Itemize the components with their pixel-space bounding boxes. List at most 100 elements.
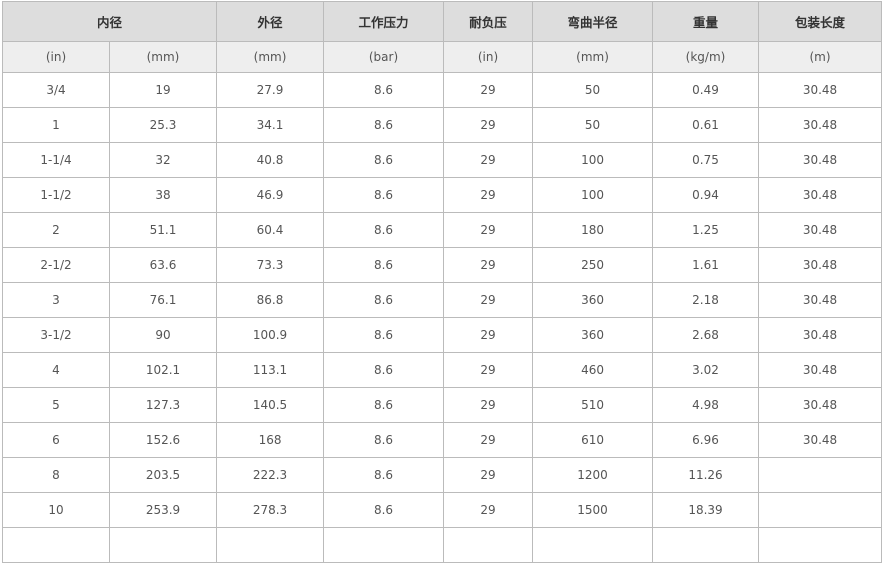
table-cell: 29 <box>443 107 534 143</box>
table-cell: 30.48 <box>758 282 883 318</box>
table-row: 2 51.1 60.4 8.6 29 180 1.25 30.48 <box>2 212 883 248</box>
table-row: 3 76.1 86.8 8.6 29 360 2.18 30.48 <box>2 282 883 318</box>
table-cell: 8.6 <box>323 387 445 423</box>
table-cell: 32 <box>108 142 218 178</box>
table-row: 1 25.3 34.1 8.6 29 50 0.61 30.48 <box>2 107 883 143</box>
header-vacuum: 耐负压 <box>443 1 534 42</box>
unit-cell: (bar) <box>323 41 445 73</box>
table-cell: 27.9 <box>216 72 325 108</box>
table-cell: 8.6 <box>323 247 445 283</box>
table-cell: 127.3 <box>108 387 218 423</box>
table-cell: 253.9 <box>108 492 218 528</box>
table-row: 8 203.5 222.3 8.6 29 1200 11.26 <box>2 457 883 493</box>
table-cell: 30.48 <box>758 422 883 458</box>
table-cell: 6.96 <box>652 422 760 458</box>
table-cell: 29 <box>443 247 534 283</box>
table-cell: 29 <box>443 177 534 213</box>
table-cell: 3/4 <box>2 72 110 108</box>
table-cell: 30.48 <box>758 317 883 353</box>
table-cell: 8.6 <box>323 142 445 178</box>
table-cell: 140.5 <box>216 387 325 423</box>
table-cell: 8.6 <box>323 72 445 108</box>
table-cell: 73.3 <box>216 247 325 283</box>
table-cell: 3-1/2 <box>2 317 110 353</box>
table-cell: 2-1/2 <box>2 247 110 283</box>
table-cell: 278.3 <box>216 492 325 528</box>
table-cell: 360 <box>532 282 654 318</box>
table-cell: 1.25 <box>652 212 760 248</box>
table-cell: 29 <box>443 72 534 108</box>
table-cell: 0.94 <box>652 177 760 213</box>
table-cell: 30.48 <box>758 72 883 108</box>
table-cell: 0.49 <box>652 72 760 108</box>
table-cell: 0.61 <box>652 107 760 143</box>
table-cell: 1.61 <box>652 247 760 283</box>
table-cell: 63.6 <box>108 247 218 283</box>
table-cell: 8.6 <box>323 177 445 213</box>
table-cell: 29 <box>443 352 534 388</box>
table-cell: 19 <box>108 72 218 108</box>
table-cell: 203.5 <box>108 457 218 493</box>
table-cell: 60.4 <box>216 212 325 248</box>
header-outer-diameter: 外径 <box>216 1 325 42</box>
unit-cell: (kg/m) <box>652 41 760 73</box>
table-cell: 152.6 <box>108 422 218 458</box>
header-row: 内径 外径 工作压力 耐负压 弯曲半径 重量 包装长度 <box>1 1 883 42</box>
table-cell: 30.48 <box>758 387 883 423</box>
table-cell: 8.6 <box>323 457 445 493</box>
table-cell: 113.1 <box>216 352 325 388</box>
unit-cell: (mm) <box>532 41 654 73</box>
table-cell: 1200 <box>532 457 654 493</box>
unit-cell: (in) <box>443 41 534 73</box>
table-cell: 0.75 <box>652 142 760 178</box>
table-row: 3-1/2 90 100.9 8.6 29 360 2.68 30.48 <box>2 317 883 353</box>
table-cell: 180 <box>532 212 654 248</box>
table-cell: 100 <box>532 142 654 178</box>
table-row: 6 152.6 168 8.6 29 610 6.96 30.48 <box>2 422 883 458</box>
table-cell: 51.1 <box>108 212 218 248</box>
table-cell: 102.1 <box>108 352 218 388</box>
table-cell: 34.1 <box>216 107 325 143</box>
table-cell: 30.48 <box>758 212 883 248</box>
table-cell: 4 <box>2 352 110 388</box>
table-cell: 6 <box>2 422 110 458</box>
table-cell: 8.6 <box>323 212 445 248</box>
table-cell: 2.18 <box>652 282 760 318</box>
header-package-length: 包装长度 <box>758 1 883 42</box>
table-cell: 4.98 <box>652 387 760 423</box>
units-row: (in) (mm) (mm) (bar) (in) (mm) (kg/m) (m) <box>2 41 883 73</box>
table-row: 1-1/4 32 40.8 8.6 29 100 0.75 30.48 <box>2 142 883 178</box>
table-cell: 510 <box>532 387 654 423</box>
table-cell: 5 <box>2 387 110 423</box>
table-cell: 29 <box>443 317 534 353</box>
table-cell: 2 <box>2 212 110 248</box>
table-cell: 8.6 <box>323 107 445 143</box>
table-cell: 8.6 <box>323 422 445 458</box>
table-cell: 30.48 <box>758 107 883 143</box>
header-bend-radius: 弯曲半径 <box>532 1 654 42</box>
table-cell: 1-1/2 <box>2 177 110 213</box>
table-cell: 100.9 <box>216 317 325 353</box>
table-cell: 90 <box>108 317 218 353</box>
table-cell: 29 <box>443 212 534 248</box>
table-cell: 8 <box>2 457 110 493</box>
table-cell: 1 <box>2 107 110 143</box>
table-cell: 18.39 <box>652 492 760 528</box>
table-cell: 1500 <box>532 492 654 528</box>
unit-cell: (mm) <box>108 41 218 73</box>
table-cell: 50 <box>532 72 654 108</box>
table-cell: 25.3 <box>108 107 218 143</box>
table-cell: 3.02 <box>652 352 760 388</box>
table-cell: 11.26 <box>652 457 760 493</box>
table-cell: 86.8 <box>216 282 325 318</box>
unit-cell: (mm) <box>216 41 325 73</box>
table-row: 10 253.9 278.3 8.6 29 1500 18.39 <box>2 492 883 528</box>
table-cell: 76.1 <box>108 282 218 318</box>
table-cell <box>758 457 883 493</box>
unit-cell: (in) <box>2 41 110 73</box>
table-cell: 29 <box>443 492 534 528</box>
table-cell: 8.6 <box>323 317 445 353</box>
header-weight: 重量 <box>652 1 760 42</box>
table-cell: 30.48 <box>758 247 883 283</box>
table-row: 1-1/2 38 46.9 8.6 29 100 0.94 30.48 <box>2 177 883 213</box>
